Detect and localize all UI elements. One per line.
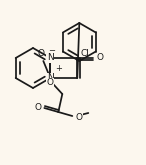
Text: Cl: Cl <box>80 49 89 58</box>
Text: N: N <box>47 73 54 82</box>
Text: −: − <box>48 46 55 55</box>
Text: O: O <box>75 113 82 121</box>
Text: O: O <box>34 102 41 112</box>
Text: O: O <box>96 53 103 63</box>
Text: O: O <box>38 49 45 57</box>
Text: O: O <box>47 78 54 87</box>
Text: N: N <box>47 53 54 63</box>
Text: +: + <box>55 64 62 73</box>
